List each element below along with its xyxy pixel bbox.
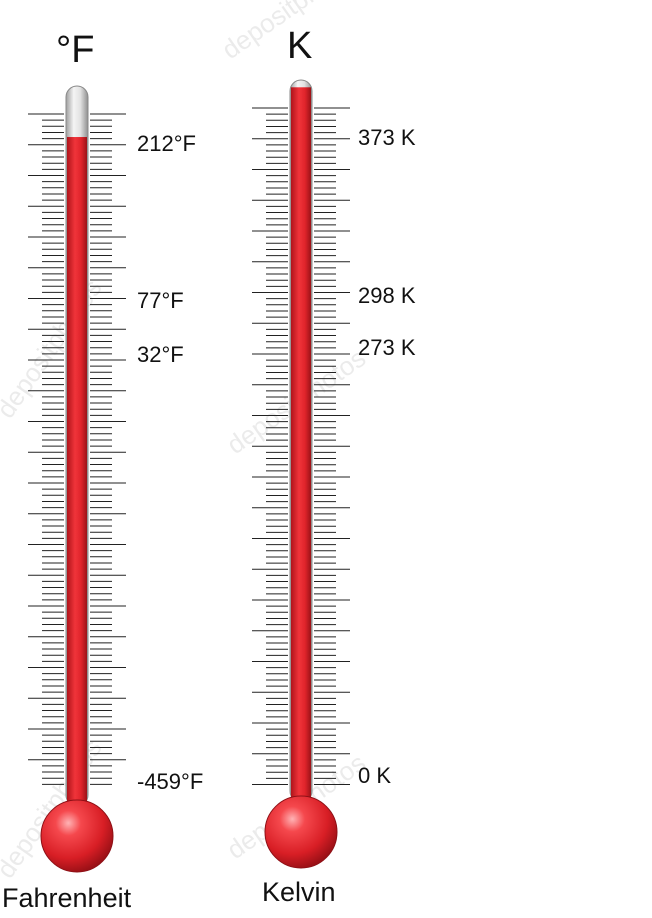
kelvin-label-373: 373 K (358, 125, 416, 150)
kelvin-label-273: 273 K (358, 335, 416, 360)
fahrenheit-mercury-column (67, 137, 87, 815)
kelvin-mercury-column (291, 87, 311, 811)
fahrenheit-label-32: 32°F (137, 342, 184, 367)
kelvin-caption: Kelvin (262, 877, 336, 907)
kelvin-symbol: K (287, 25, 312, 67)
fahrenheit-scale-ticks (28, 113, 126, 785)
fahrenheit-bulb (40, 799, 114, 873)
kelvin-bulb (264, 795, 338, 869)
kelvin-thermometer: K 373 K 298 K 273 K 0 K Kelvin (252, 25, 416, 907)
fahrenheit-symbol: °F (56, 29, 94, 71)
fahrenheit-label-77: 77°F (137, 288, 184, 313)
fahrenheit-thermometer: °F 212°F 77°F 32°F -459°F Fahrenheit (2, 29, 203, 913)
watermark-text: depositphotos (0, 274, 108, 424)
fahrenheit-label-212: 212°F (137, 131, 196, 156)
kelvin-label-0: 0 K (358, 763, 391, 788)
fahrenheit-caption: Fahrenheit (2, 883, 132, 913)
fahrenheit-label-minus-459: -459°F (137, 769, 203, 794)
kelvin-label-298: 298 K (358, 283, 416, 308)
kelvin-scale-ticks (252, 107, 350, 785)
